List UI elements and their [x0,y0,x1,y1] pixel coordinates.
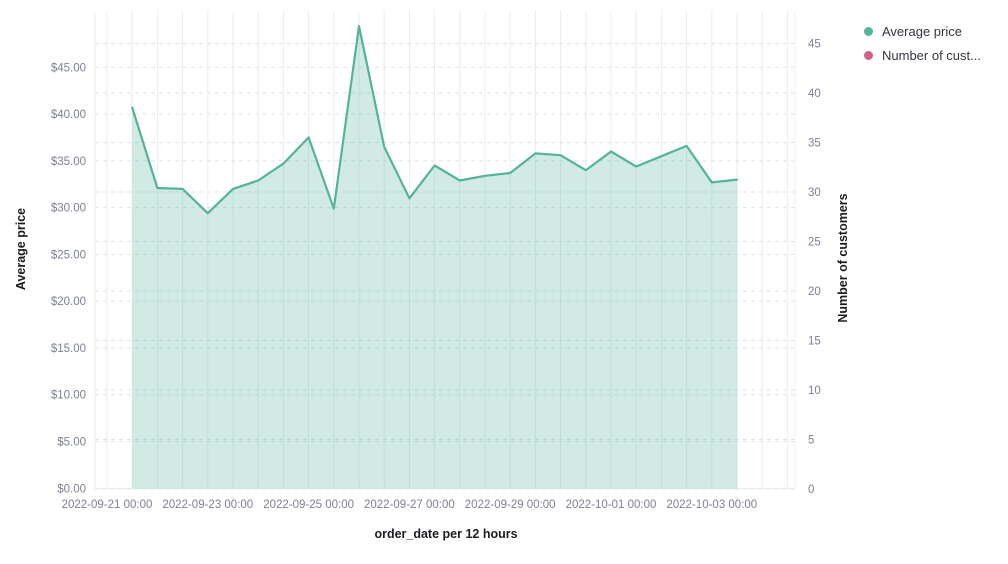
line-series-average-price[interactable] [131,25,739,215]
right-axis-tick-label: 20 [808,286,821,298]
left-axis-tick-label: $15.00 [51,343,86,355]
legend-swatch-green [864,27,873,36]
left-axis-tick-label: $35.00 [51,156,86,168]
legend-label: Average price [882,24,962,39]
legend-swatch-rose [864,51,873,60]
x-axis-tick-label: 2022-10-03 00:00 [666,499,757,511]
left-axis-title: Average price [14,208,28,290]
legend-label: Number of cust... [882,48,981,63]
right-axis-tick-label: 40 [808,88,821,100]
right-axis-tick-label: 10 [808,385,821,397]
left-axis-tick-label: $30.00 [51,203,86,215]
right-axis-tick-label: 45 [808,39,821,51]
left-axis-tick-label: $40.00 [51,109,86,121]
left-axis-tick-label: $45.00 [51,62,86,74]
legend-item-average-price[interactable]: Average price [864,24,981,39]
right-axis-tick-label: 15 [808,336,821,348]
right-axis-title: Number of customers [836,193,850,322]
x-axis-tick-label: 2022-10-01 00:00 [566,499,657,511]
x-axis-tick-label: 2022-09-25 00:00 [263,499,354,511]
left-axis-tick-label: $10.00 [51,390,86,402]
right-axis-tick-label: 25 [808,237,821,249]
area-series-average-price[interactable] [132,26,737,489]
x-axis-tick-label: 2022-09-23 00:00 [162,499,253,511]
x-axis-title: order_date per 12 hours [374,527,517,541]
left-axis-tick-label: $0.00 [57,483,86,495]
legend-item-number-of-customers[interactable]: Number of cust... [864,48,981,63]
x-axis-tick-label: 2022-09-29 00:00 [465,499,556,511]
right-axis-tick-label: 5 [808,435,814,447]
left-axis-tick-label: $5.00 [57,437,86,449]
legend: Average price Number of cust... [864,24,981,63]
right-axis-tick-label: 35 [808,138,821,150]
right-axis-tick-label: 30 [808,187,821,199]
right-axis-tick-label: 0 [808,484,814,496]
left-axis-tick-label: $25.00 [51,249,86,261]
left-axis-tick-label: $20.00 [51,296,86,308]
x-axis-tick-label: 2022-09-27 00:00 [364,499,455,511]
x-axis-tick-label: 2022-09-21 00:00 [62,499,153,511]
